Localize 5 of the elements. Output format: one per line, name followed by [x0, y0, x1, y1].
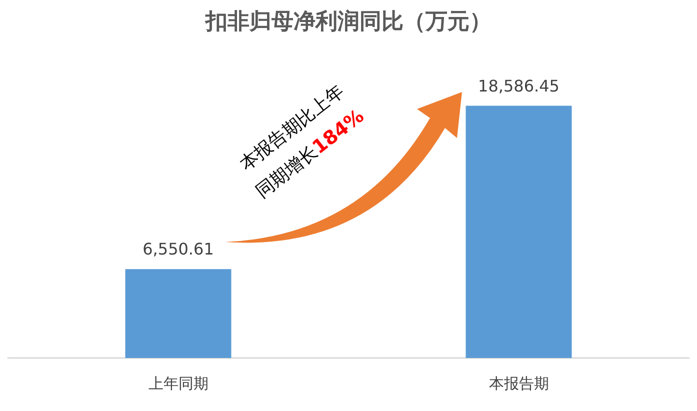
data-label: 18,586.45	[478, 76, 560, 96]
x-tick-label: 本报告期	[488, 374, 549, 392]
x-tick-label: 上年同期	[148, 374, 208, 392]
chart-title: 扣非归母净利润同比（万元）	[204, 8, 492, 34]
data-label: 6,550.61	[142, 240, 214, 259]
